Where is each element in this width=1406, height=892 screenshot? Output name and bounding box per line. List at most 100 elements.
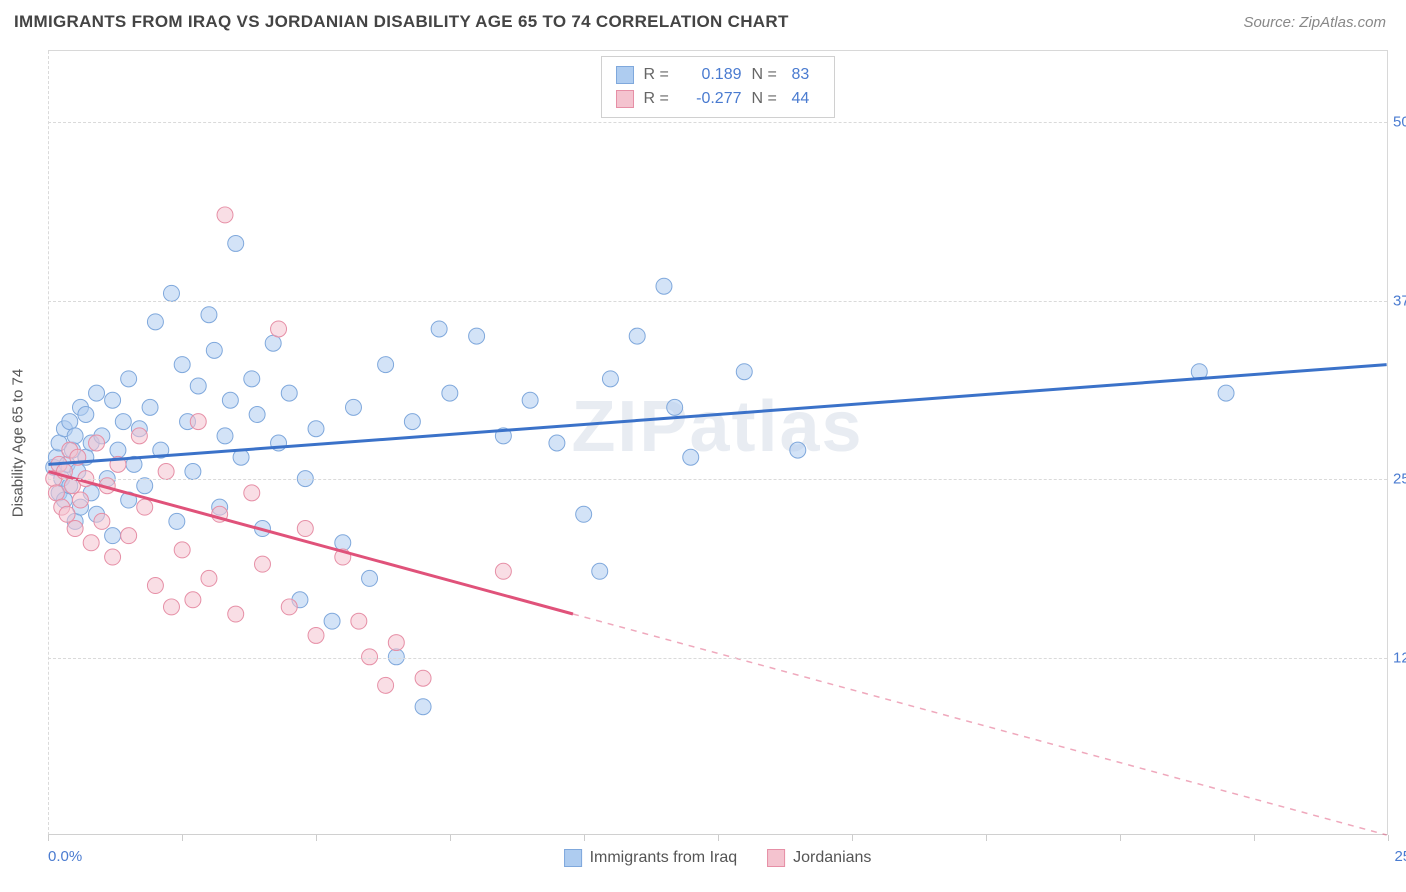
scatter-point xyxy=(249,407,265,423)
chart-title: IMMIGRANTS FROM IRAQ VS JORDANIAN DISABI… xyxy=(14,12,789,32)
scatter-point xyxy=(137,499,153,515)
scatter-plot xyxy=(48,51,1387,835)
bottom-legend: Immigrants from Iraq Jordanians xyxy=(564,849,872,867)
stat-r-value: 0.189 xyxy=(684,63,742,87)
scatter-point xyxy=(48,485,64,501)
scatter-point xyxy=(105,528,121,544)
x-max-label: 25.0% xyxy=(1394,848,1406,865)
x-tick xyxy=(450,835,451,841)
scatter-point xyxy=(308,421,324,437)
scatter-point xyxy=(59,506,75,522)
scatter-point xyxy=(345,399,361,415)
scatter-point xyxy=(131,428,147,444)
scatter-point xyxy=(201,570,217,586)
stat-n-value: 83 xyxy=(792,63,820,87)
y-tick-label: 12.5% xyxy=(1393,649,1406,666)
scatter-point xyxy=(790,442,806,458)
y-tick-label: 25.0% xyxy=(1393,471,1406,488)
stat-n-label: N = xyxy=(752,63,782,87)
scatter-point xyxy=(683,449,699,465)
x-tick xyxy=(584,835,585,841)
scatter-point xyxy=(592,563,608,579)
scatter-point xyxy=(206,342,222,358)
y-axis-label: Disability Age 65 to 74 xyxy=(10,369,27,517)
series-swatch xyxy=(616,90,634,108)
scatter-point xyxy=(495,563,511,579)
stats-row: R =0.189N =83 xyxy=(616,63,820,87)
scatter-point xyxy=(72,492,88,508)
scatter-point xyxy=(1218,385,1234,401)
scatter-point xyxy=(185,592,201,608)
scatter-point xyxy=(169,513,185,529)
scatter-point xyxy=(142,399,158,415)
stat-r-label: R = xyxy=(644,87,674,111)
legend-label: Jordanians xyxy=(793,849,871,867)
scatter-point xyxy=(736,364,752,380)
scatter-point xyxy=(351,613,367,629)
scatter-point xyxy=(415,699,431,715)
scatter-point xyxy=(62,414,78,430)
scatter-point xyxy=(362,570,378,586)
legend-label: Immigrants from Iraq xyxy=(590,849,738,867)
scatter-point xyxy=(522,392,538,408)
scatter-point xyxy=(163,285,179,301)
scatter-point xyxy=(217,207,233,223)
scatter-point xyxy=(244,371,260,387)
scatter-point xyxy=(67,428,83,444)
grid-line xyxy=(48,658,1387,659)
scatter-point xyxy=(378,677,394,693)
scatter-point xyxy=(271,321,287,337)
scatter-point xyxy=(190,378,206,394)
scatter-point xyxy=(602,371,618,387)
scatter-point xyxy=(185,464,201,480)
scatter-point xyxy=(110,442,126,458)
scatter-point xyxy=(158,464,174,480)
stats-row: R =-0.277N =44 xyxy=(616,87,820,111)
scatter-point xyxy=(147,314,163,330)
scatter-point xyxy=(324,613,340,629)
x-tick xyxy=(852,835,853,841)
legend-item: Immigrants from Iraq xyxy=(564,849,738,867)
chart-container: Disability Age 65 to 74 ZIPatlas R =0.18… xyxy=(48,50,1388,835)
scatter-point xyxy=(105,549,121,565)
scatter-point xyxy=(431,321,447,337)
x-tick xyxy=(316,835,317,841)
x-tick xyxy=(718,835,719,841)
chart-header: IMMIGRANTS FROM IRAQ VS JORDANIAN DISABI… xyxy=(0,0,1406,40)
x-tick xyxy=(1388,835,1389,841)
scatter-point xyxy=(78,407,94,423)
grid-line xyxy=(48,122,1387,123)
source-attribution: Source: ZipAtlas.com xyxy=(1243,14,1386,31)
scatter-point xyxy=(442,385,458,401)
x-tick xyxy=(1254,835,1255,841)
scatter-point xyxy=(281,385,297,401)
scatter-point xyxy=(378,357,394,373)
scatter-point xyxy=(228,235,244,251)
scatter-point xyxy=(121,528,137,544)
scatter-point xyxy=(549,435,565,451)
scatter-point xyxy=(121,371,137,387)
stat-r-value: -0.277 xyxy=(684,87,742,111)
scatter-point xyxy=(415,670,431,686)
x-tick xyxy=(1120,835,1121,841)
legend-item: Jordanians xyxy=(767,849,871,867)
series-swatch xyxy=(616,66,634,84)
scatter-point xyxy=(629,328,645,344)
scatter-point xyxy=(656,278,672,294)
scatter-point xyxy=(222,392,238,408)
scatter-point xyxy=(94,513,110,529)
grid-line xyxy=(48,479,1387,480)
scatter-point xyxy=(115,414,131,430)
scatter-point xyxy=(388,635,404,651)
scatter-point xyxy=(667,399,683,415)
x-tick xyxy=(48,835,49,841)
scatter-point xyxy=(89,435,105,451)
trend-line-extrapolated xyxy=(573,614,1387,835)
scatter-point xyxy=(404,414,420,430)
scatter-point xyxy=(254,556,270,572)
x-origin-label: 0.0% xyxy=(48,848,82,865)
scatter-point xyxy=(163,599,179,615)
scatter-point xyxy=(228,606,244,622)
scatter-point xyxy=(217,428,233,444)
legend-swatch xyxy=(767,849,785,867)
